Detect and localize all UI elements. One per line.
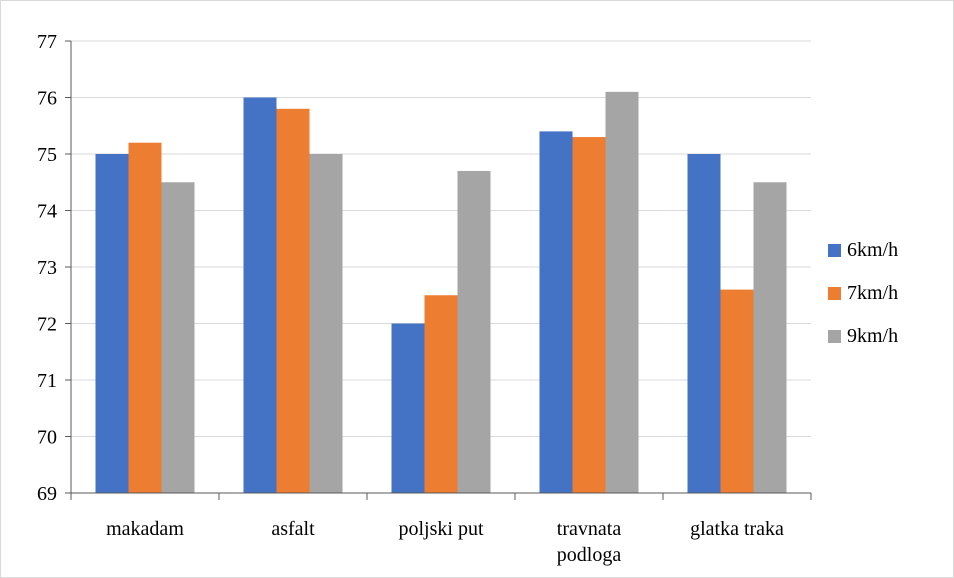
bar — [720, 289, 754, 493]
bar — [457, 170, 491, 493]
bar — [128, 142, 162, 493]
legend-item: 6km/h — [828, 239, 898, 261]
bars — [95, 91, 787, 494]
y-tick-label: 75 — [37, 144, 57, 166]
legend-item: 9km/h — [828, 325, 898, 347]
bar — [424, 295, 458, 493]
bar — [687, 154, 721, 493]
y-tick-label: 73 — [37, 257, 57, 279]
y-tick-label: 74 — [37, 201, 57, 223]
legend-swatch — [828, 287, 841, 300]
legend-swatch — [828, 330, 841, 343]
bar — [391, 323, 425, 493]
y-axis-ticks: 69 70 71 72 73 74 75 76 77 — [37, 31, 57, 505]
bar — [309, 154, 343, 493]
bar — [161, 182, 195, 493]
bar — [243, 97, 277, 493]
x-axis-labels: makadam asfalt poljski put travnata podloga g… — [106, 518, 784, 566]
x-tick-label: makadam — [106, 518, 184, 540]
axes — [70, 41, 812, 500]
bar — [95, 154, 129, 493]
y-tick-label: 72 — [37, 314, 57, 336]
legend-label: 7km/h — [847, 282, 898, 304]
bar — [605, 91, 639, 493]
x-tick-label: travnata podloga — [557, 518, 622, 566]
legend-label: 9km/h — [847, 325, 898, 347]
x-tick-label: glatka traka — [690, 518, 784, 540]
y-tick-label: 71 — [37, 370, 57, 392]
y-tick-label: 69 — [37, 483, 57, 505]
legend-swatch — [828, 244, 841, 257]
bar — [539, 131, 573, 493]
y-tick-label: 76 — [37, 88, 57, 110]
legend-item: 7km/h — [828, 282, 898, 304]
x-tick-label: asfalt — [271, 518, 315, 540]
x-tick-label: poljski put — [398, 518, 483, 540]
y-tick-label: 77 — [37, 31, 57, 53]
legend: 6km/h 7km/h 9km/h — [828, 239, 898, 347]
bar — [572, 137, 606, 494]
y-tick-label: 70 — [37, 427, 57, 449]
legend-label: 6km/h — [847, 239, 898, 261]
bar — [276, 108, 310, 494]
bar — [753, 182, 787, 493]
